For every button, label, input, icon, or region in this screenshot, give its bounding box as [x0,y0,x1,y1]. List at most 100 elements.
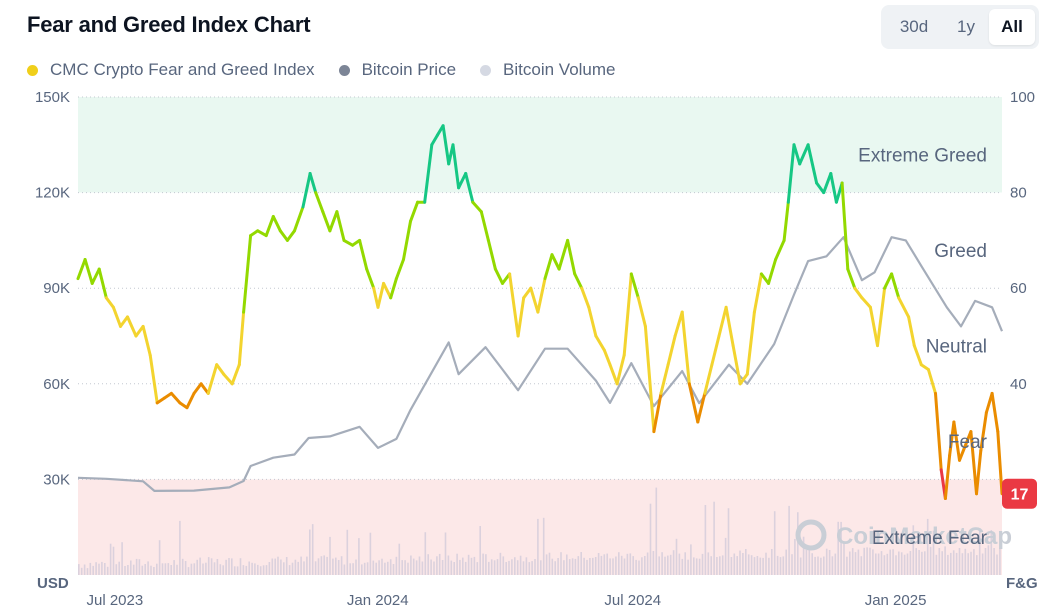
fear-greed-line-segment[interactable] [382,281,393,300]
fear-greed-line-segment[interactable] [666,334,677,367]
fear-greed-line-segment[interactable] [389,277,398,300]
fear-greed-line-segment[interactable] [550,253,561,271]
fear-greed-line-segment[interactable] [423,143,434,204]
fear-greed-line-segment[interactable] [104,296,115,309]
fear-greed-line-segment[interactable] [745,310,756,376]
fear-greed-line-segment[interactable] [543,253,554,281]
fear-greed-line-segment[interactable] [806,143,819,185]
fear-greed-line-segment[interactable] [119,315,129,328]
fear-greed-line-segment[interactable] [308,172,318,195]
fear-greed-line-segment[interactable] [479,210,490,242]
fear-greed-line-segment[interactable] [493,267,504,285]
fear-greed-line-segment[interactable] [335,210,346,242]
fear-greed-line-segment[interactable] [522,286,533,300]
fear-greed-line-segment[interactable] [975,449,983,496]
fear-greed-line-segment[interactable] [402,219,412,261]
fear-greed-line-segment[interactable] [594,334,606,352]
fear-greed-line-segment[interactable] [926,368,937,395]
fear-greed-line-segment[interactable] [912,344,923,367]
legend-item-fear-greed[interactable]: CMC Crypto Fear and Greed Index [27,60,315,80]
fear-greed-line-segment[interactable] [342,238,354,247]
fear-greed-line-segment[interactable] [242,234,253,314]
fear-greed-line-segment[interactable] [615,353,626,386]
fear-greed-line-segment[interactable] [97,267,108,300]
fear-greed-line-segment[interactable] [868,305,879,348]
fear-greed-line-segment[interactable] [271,215,282,233]
fear-greed-line-segment[interactable] [840,181,850,271]
fear-greed-line-segment[interactable] [394,258,405,281]
fear-greed-line-segment[interactable] [451,143,461,190]
fear-greed-line-segment[interactable] [680,310,691,386]
fear-greed-line-segment[interactable] [529,286,540,314]
fear-greed-line-segment[interactable] [566,238,577,276]
fear-greed-line-segment[interactable] [767,258,778,285]
fear-greed-line-segment[interactable] [111,305,122,328]
fear-greed-line-segment[interactable] [264,215,275,238]
fear-greed-line-segment[interactable] [696,391,707,424]
fear-greed-line-segment[interactable] [83,258,94,285]
range-button-all[interactable]: All [989,9,1035,45]
fear-greed-line-segment[interactable] [792,143,802,166]
fear-greed-line-segment[interactable] [409,200,420,223]
fear-greed-line-segment[interactable] [222,372,234,386]
fear-greed-line-segment[interactable] [76,258,87,281]
fear-greed-line-segment[interactable] [573,272,584,290]
fear-greed-line-segment[interactable] [471,200,483,214]
fear-greed-line-segment[interactable] [876,286,887,348]
fear-greed-line-segment[interactable] [979,411,988,453]
range-button-1y[interactable]: 1y [957,17,975,36]
fear-greed-line-segment[interactable] [192,382,203,395]
fear-greed-line-segment[interactable] [846,267,857,290]
fear-greed-line-segment[interactable] [752,272,763,314]
fear-greed-line-segment[interactable] [328,210,339,233]
fear-greed-line-segment[interactable] [652,391,663,434]
fear-greed-line-segment[interactable] [934,391,943,472]
range-button-30d[interactable]: 30d [899,17,929,36]
fear-greed-line-segment[interactable] [301,172,312,209]
fear-greed-line-segment[interactable] [141,324,152,357]
fear-greed-line-segment[interactable] [321,210,332,233]
legend-item-bitcoin-volume[interactable]: Bitcoin Volume [480,60,616,80]
fear-greed-line-segment[interactable] [376,281,386,309]
fear-greed-line-segment[interactable] [958,444,967,462]
fear-greed-line-segment[interactable] [786,143,796,204]
fear-greed-line-segment[interactable] [782,200,790,242]
fear-greed-line-segment[interactable] [883,272,894,290]
fear-greed-line-segment[interactable] [907,315,916,348]
fear-greed-line-segment[interactable] [215,363,226,376]
fear-greed-line-segment[interactable] [659,363,670,395]
fear-greed-line-segment[interactable] [464,172,475,204]
fear-greed-line-segment[interactable] [169,391,182,405]
fear-greed-line-segment[interactable] [710,334,721,367]
fear-greed-line-segment[interactable] [996,430,1004,496]
fear-greed-line-segment[interactable] [285,229,296,242]
fear-greed-line-segment[interactable] [557,238,570,271]
fear-greed-line-segment[interactable] [90,267,101,285]
legend-item-bitcoin-price[interactable]: Bitcoin Price [338,60,456,80]
fear-greed-line-segment[interactable] [724,305,735,348]
fear-greed-line-segment[interactable] [853,286,864,300]
fear-greed-line-segment[interactable] [126,315,138,338]
fear-greed-line-segment[interactable] [199,382,210,395]
fear-greed-line-segment[interactable] [759,272,770,285]
fear-greed-line-segment[interactable] [703,363,714,395]
fear-greed-line-segment[interactable] [643,324,656,434]
fear-greed-line-segment[interactable] [774,238,786,261]
fear-greed-line-segment[interactable] [622,272,633,357]
fear-greed-line-segment[interactable] [890,272,901,300]
fear-greed-line-segment[interactable] [952,420,961,462]
fear-greed-line-segment[interactable] [314,191,325,214]
fear-greed-line-segment[interactable] [237,310,246,367]
bitcoin-price-line[interactable] [77,236,1004,492]
fear-greed-line-segment[interactable] [948,420,956,457]
fear-greed-line-segment[interactable] [602,348,612,367]
fear-greed-line-segment[interactable] [148,353,159,405]
fear-greed-line-segment[interactable] [365,267,376,290]
fear-greed-line-segment[interactable] [441,124,451,166]
fear-greed-line-segment[interactable] [457,172,468,190]
fear-greed-line-segment[interactable] [580,286,591,309]
fear-greed-line-segment[interactable] [536,277,547,314]
fear-greed-line-segment[interactable] [636,296,647,328]
fear-greed-line-segment[interactable] [185,391,196,410]
